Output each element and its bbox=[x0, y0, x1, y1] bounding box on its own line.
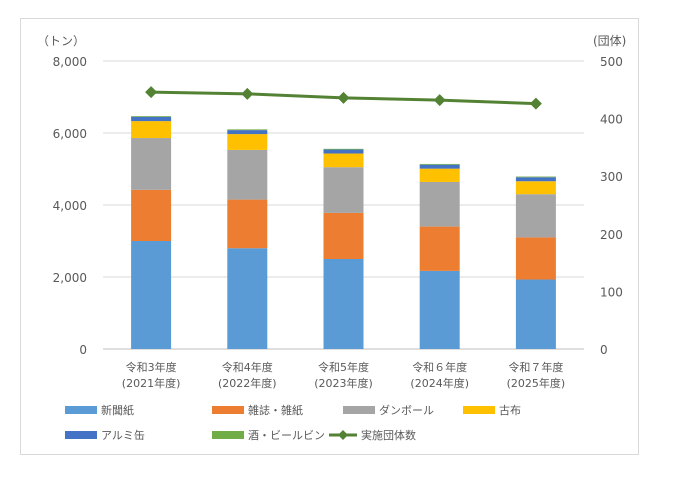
category-label: (2021年度) bbox=[122, 376, 181, 390]
bar-segment bbox=[131, 121, 172, 139]
bar-segment bbox=[515, 279, 556, 349]
line-point bbox=[529, 97, 542, 110]
bar-segment bbox=[323, 212, 364, 259]
y2-tick-label: 400 bbox=[600, 113, 623, 127]
left-axis-unit: （トン） bbox=[37, 34, 85, 48]
y-tick-label: 8,000 bbox=[53, 55, 87, 69]
legend-label: 実施団体数 bbox=[361, 428, 416, 442]
bar-segment bbox=[131, 138, 172, 190]
bar-segment bbox=[227, 248, 268, 349]
legend-swatch bbox=[212, 406, 244, 414]
line-point bbox=[241, 87, 254, 100]
bar-segment bbox=[515, 176, 556, 178]
legend-label: ダンボール bbox=[379, 403, 434, 417]
bar-segment bbox=[227, 129, 268, 131]
y2-tick-label: 200 bbox=[600, 228, 623, 242]
y-tick-label: 6,000 bbox=[53, 127, 87, 141]
bar-segment bbox=[515, 181, 556, 195]
category-label: (2023年度) bbox=[314, 376, 373, 390]
legend-label: 新聞紙 bbox=[101, 403, 134, 417]
bar-segment bbox=[323, 259, 364, 349]
legend-label: 雑誌・雑紙 bbox=[248, 403, 303, 417]
category-label: (2022年度) bbox=[218, 376, 277, 390]
category-label: 令和６年度 bbox=[412, 360, 467, 374]
legend-swatch bbox=[212, 431, 244, 439]
bar-segment bbox=[515, 177, 556, 182]
legend-label: 酒・ビールビン bbox=[248, 429, 325, 442]
category-label: 令和７年度 bbox=[508, 360, 563, 374]
category-label: (2024年度) bbox=[410, 376, 469, 390]
bar-segment bbox=[419, 226, 460, 271]
y-tick-label: 0 bbox=[79, 343, 87, 357]
y2-tick-label: 100 bbox=[600, 285, 623, 299]
category-label: 令和3年度 bbox=[126, 360, 177, 374]
line-point bbox=[337, 91, 350, 104]
category-label: 令和5年度 bbox=[318, 360, 369, 374]
bar-segment bbox=[227, 199, 268, 249]
legend-label: アルミ缶 bbox=[101, 428, 145, 442]
bar-segment bbox=[419, 163, 460, 165]
bar-segment bbox=[131, 189, 172, 241]
bar-segment bbox=[323, 148, 364, 150]
right-axis-unit: (団体) bbox=[593, 34, 626, 48]
y2-tick-label: 500 bbox=[600, 55, 623, 69]
bar-segment bbox=[323, 167, 364, 213]
legend-swatch bbox=[463, 406, 495, 414]
legend-marker bbox=[338, 430, 348, 440]
stacked-bar-chart: 0 2,000 4,000 6,000 8,000 0 100 200 300 400 500 （トン… bbox=[37, 34, 626, 442]
line-point bbox=[433, 94, 446, 107]
bar-segment bbox=[515, 194, 556, 238]
chart-frame: 0 2,000 4,000 6,000 8,000 0 100 200 300 400 500 （トン… bbox=[20, 18, 639, 455]
bar-segment bbox=[227, 130, 268, 135]
y-tick-label: 2,000 bbox=[53, 271, 87, 285]
bar-segment bbox=[323, 153, 364, 168]
bar-segment bbox=[419, 270, 460, 349]
y2-tick-label: 300 bbox=[600, 170, 623, 184]
legend-swatch bbox=[343, 406, 375, 414]
y2-tick-label: 0 bbox=[600, 343, 608, 357]
bar-segment bbox=[131, 116, 172, 122]
category-label: (2025年度) bbox=[507, 376, 566, 390]
bar-segment bbox=[227, 134, 268, 150]
bar-segment bbox=[419, 168, 460, 182]
bar-segment bbox=[131, 241, 172, 349]
bar-segment bbox=[419, 164, 460, 169]
bar-segment bbox=[227, 149, 268, 200]
bar-segment bbox=[323, 149, 364, 154]
bar-segment bbox=[419, 181, 460, 227]
bar-segment bbox=[515, 237, 556, 280]
y-tick-label: 4,000 bbox=[53, 199, 87, 213]
category-label: 令和4年度 bbox=[222, 360, 273, 374]
legend-label: 古布 bbox=[499, 404, 521, 417]
legend-swatch bbox=[65, 431, 97, 439]
line-point bbox=[145, 86, 158, 99]
bar-segment bbox=[131, 116, 172, 117]
legend-swatch bbox=[65, 406, 97, 414]
